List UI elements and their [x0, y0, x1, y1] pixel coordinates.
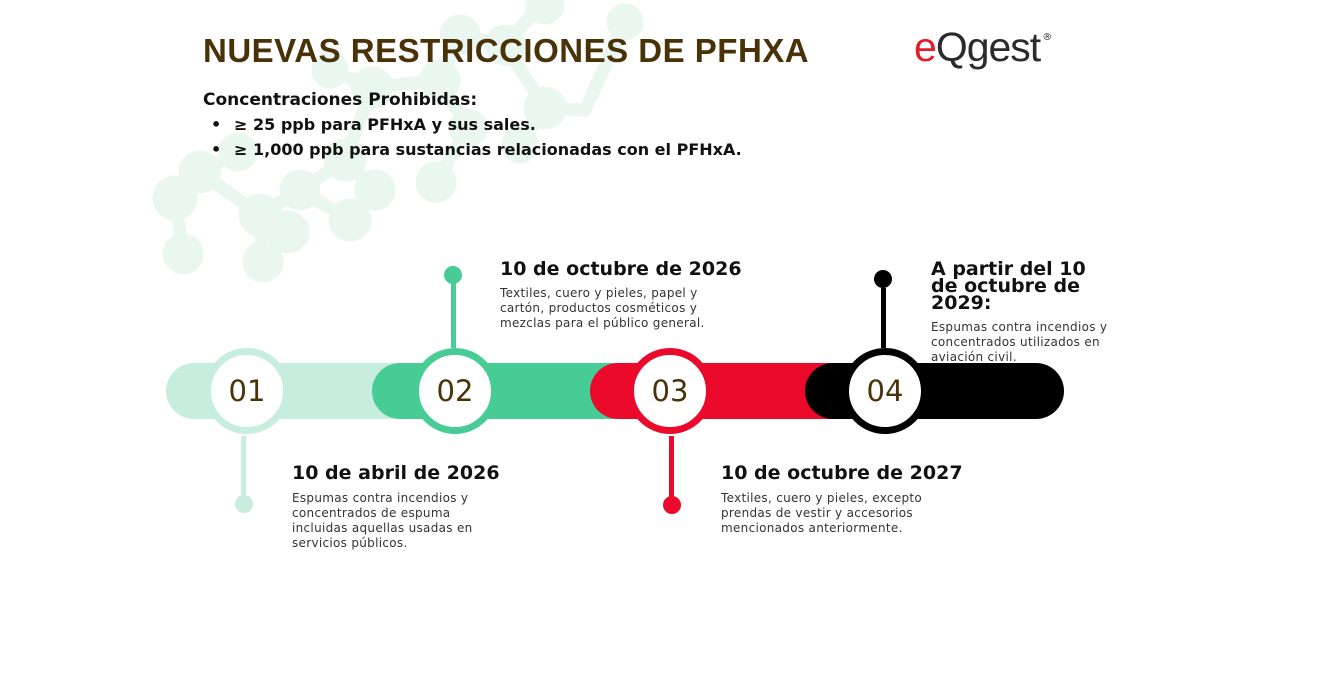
milestone-date: A partir del 10 de octubre de 2029:: [931, 258, 1086, 314]
milestone-description: Textiles, cuero y pieles, excepto prenda…: [721, 491, 923, 535]
milestone-date: 10 de abril de 2026: [292, 462, 500, 484]
connector-dot-02: [444, 266, 462, 284]
milestone-circle-02: 02: [412, 348, 498, 434]
connector-dot-04: [874, 270, 892, 288]
milestone-circle-01: 01: [204, 348, 290, 434]
milestone-date: 10 de octubre de 2027: [721, 462, 963, 484]
molecule-illustration: [152, 0, 644, 283]
concentrations-heading: Concentraciones Prohibidas:: [203, 90, 478, 110]
milestone-03: 10 de octubre de 2027 Textiles, cuero y …: [721, 462, 963, 536]
milestone-circle-03: 03: [627, 348, 713, 434]
milestone-number: 03: [651, 374, 689, 408]
milestone-description: Espumas contra incendios y concentrados …: [931, 320, 1108, 364]
milestone-04: A partir del 10 de octubre de 2029: Espu…: [931, 258, 1121, 365]
concentration-item: ≥ 1,000 ppb para sustancias relacionadas…: [211, 140, 742, 165]
milestone-number: 02: [436, 374, 474, 408]
connector-stem-02: [451, 282, 456, 348]
milestone-description: Textiles, cuero y pieles, papel y cartón…: [500, 286, 705, 330]
connector-dot-03: [663, 496, 681, 514]
connector-dot-01: [235, 495, 253, 513]
milestone-01: 10 de abril de 2026 Espumas contra incen…: [292, 462, 500, 551]
concentrations-list: ≥ 25 ppb para PFHxA y sus sales. ≥ 1,000…: [211, 115, 742, 165]
concentration-item: ≥ 25 ppb para PFHxA y sus sales.: [211, 115, 742, 140]
connector-stem-01: [241, 436, 246, 500]
connector-stem-04: [881, 288, 886, 348]
logo-wordmark: Qgest: [935, 24, 1041, 70]
connector-stem-03: [669, 436, 674, 500]
milestone-02: 10 de octubre de 2026 Textiles, cuero y …: [500, 258, 742, 331]
milestone-date: 10 de octubre de 2026: [500, 258, 742, 280]
milestone-description: Espumas contra incendios y concentrados …: [292, 491, 473, 550]
eqgest-logo: eQgest ®: [914, 24, 1053, 71]
logo-letter-e: e: [914, 24, 937, 70]
milestone-circle-04: 04: [842, 348, 928, 434]
milestone-number: 04: [866, 374, 904, 408]
logo-registered-mark: ®: [1042, 32, 1053, 43]
page-title: NUEVAS RESTRICCIONES DE PFHXA: [203, 32, 810, 69]
milestone-number: 01: [228, 374, 266, 408]
